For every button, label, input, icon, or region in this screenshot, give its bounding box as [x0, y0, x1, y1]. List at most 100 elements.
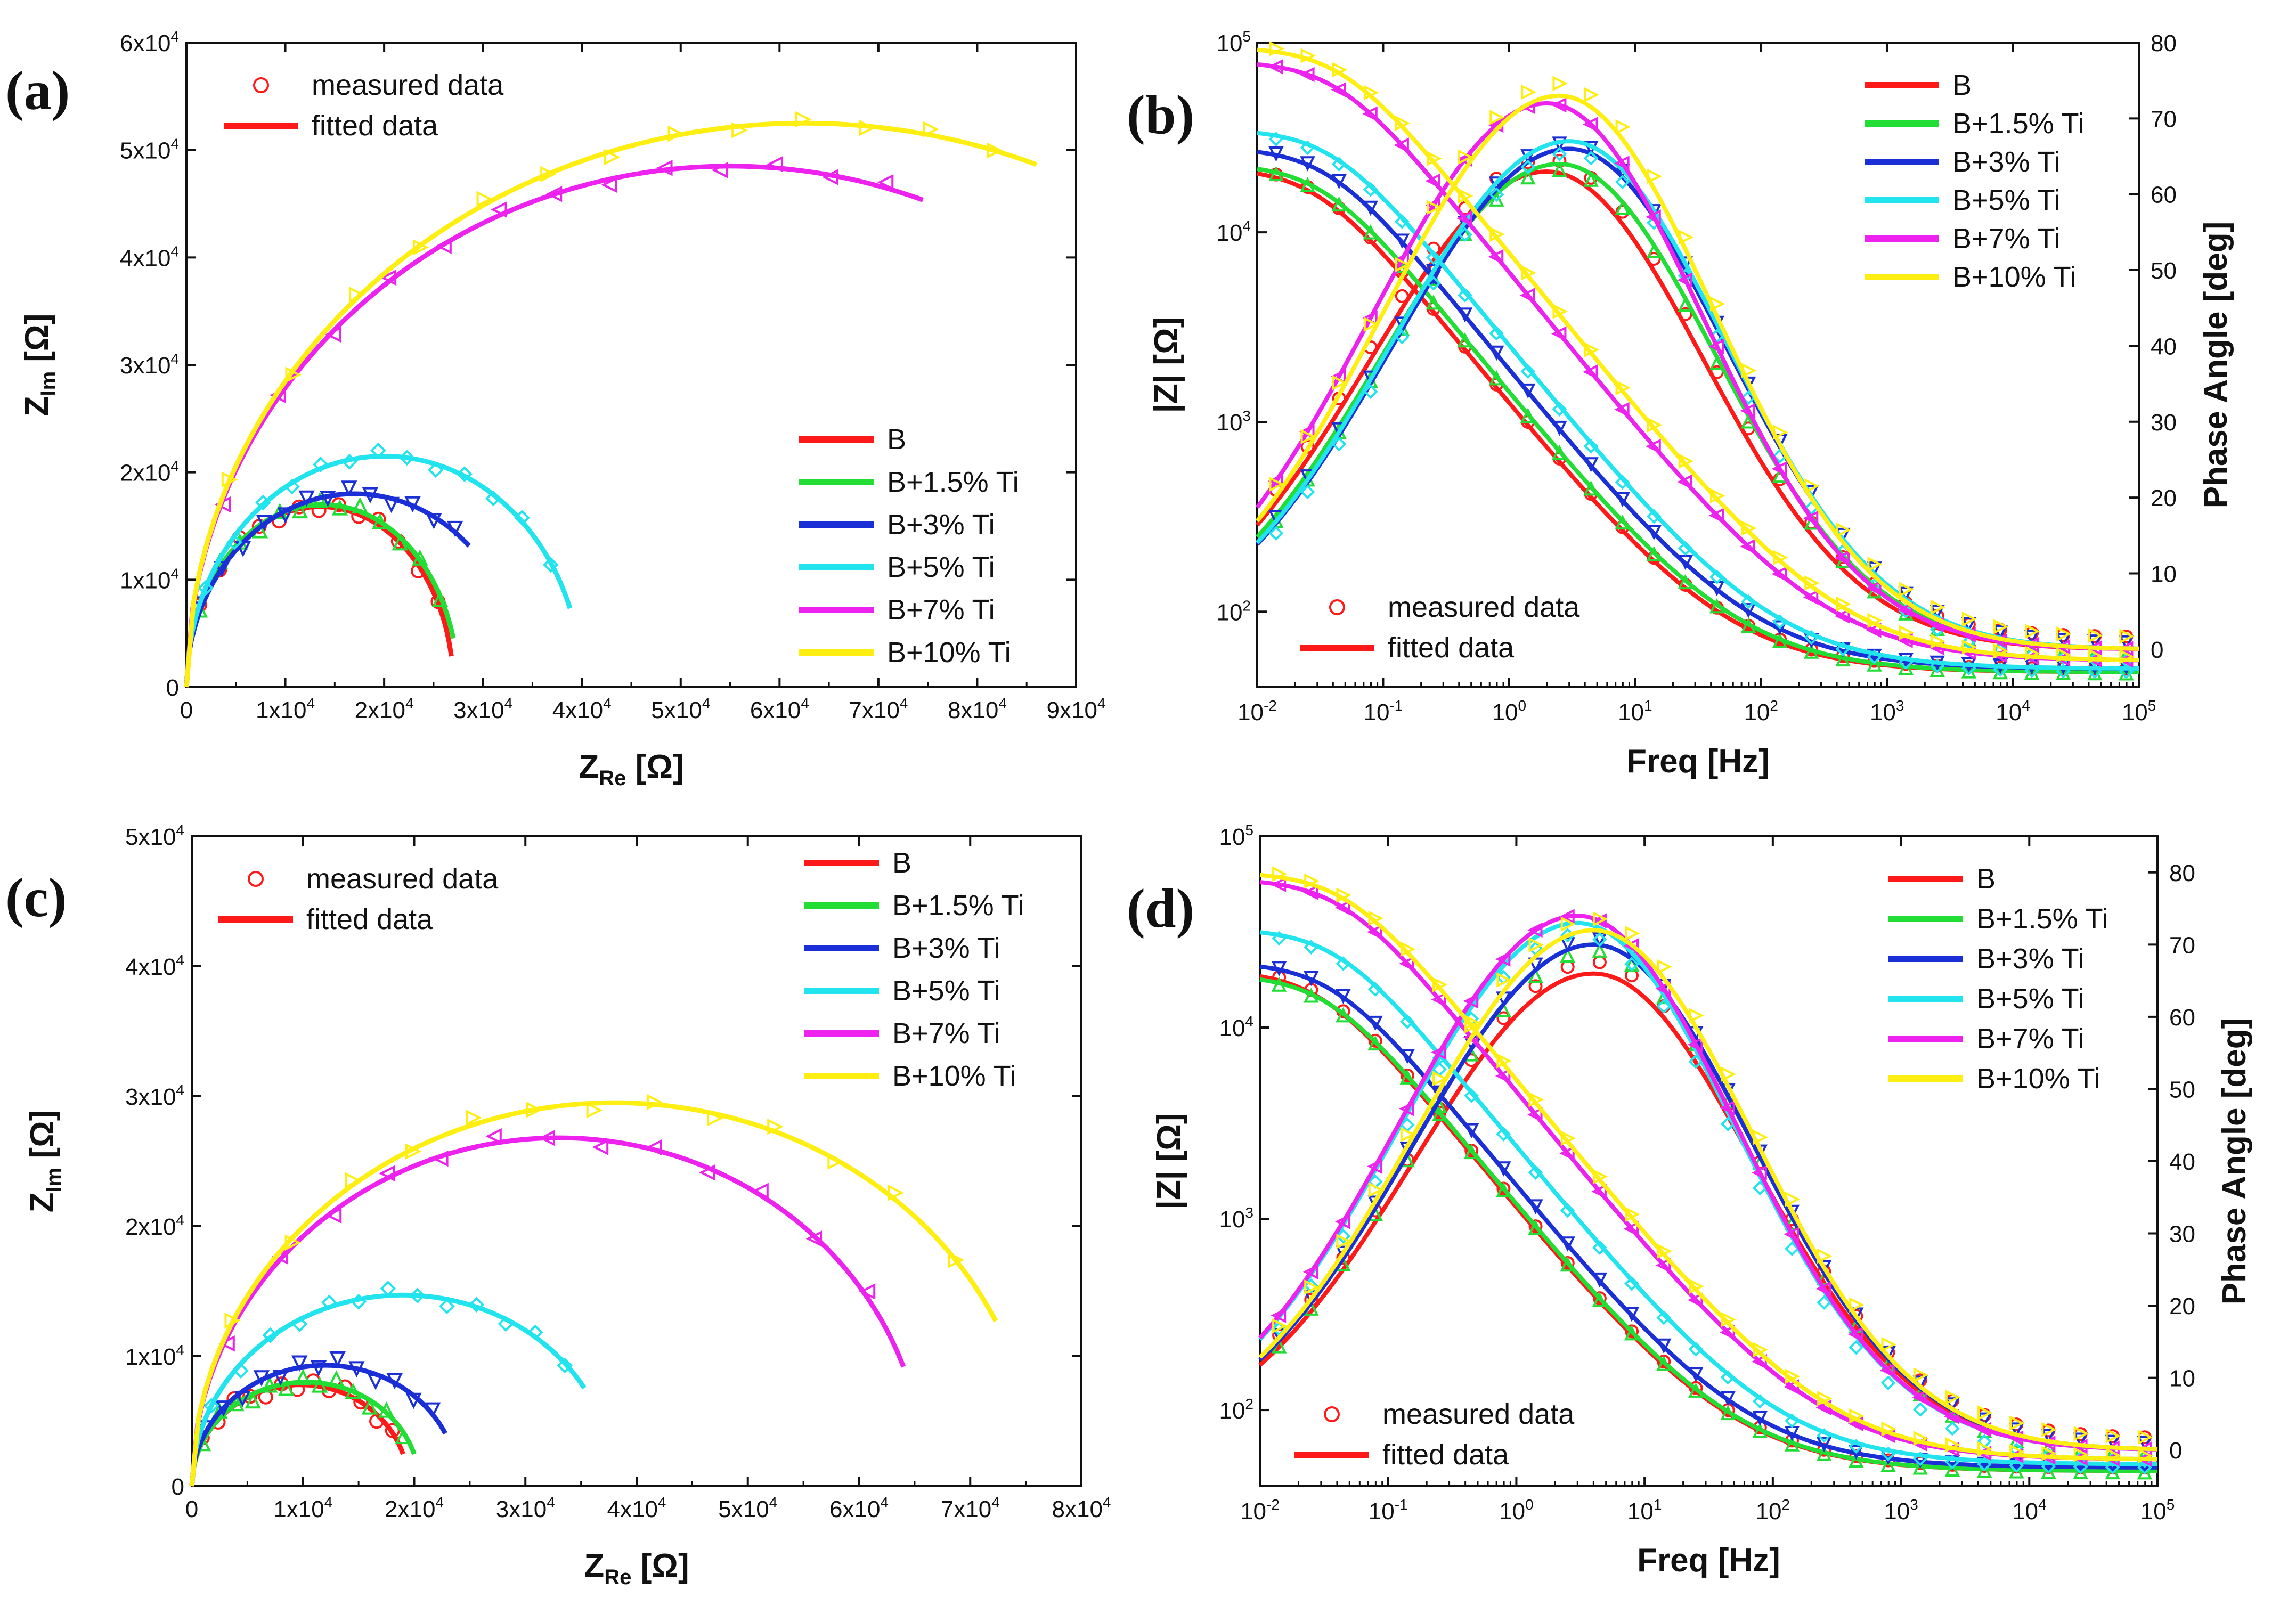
phase-point — [2137, 1436, 2153, 1452]
modulus-point — [2119, 664, 2134, 679]
measured-point — [310, 1360, 327, 1377]
modulus-point — [1804, 643, 1819, 659]
measured-point — [226, 534, 242, 550]
phase-point — [1898, 602, 1913, 618]
modulus-point — [1457, 332, 1473, 348]
phase-point — [1521, 84, 1536, 100]
measured-point — [345, 1382, 361, 1399]
phase-point — [1899, 582, 1915, 597]
measured-point — [291, 502, 308, 519]
modulus-point — [1431, 1106, 1447, 1121]
measured-point — [325, 1207, 342, 1224]
legend-label: B+5% Ti — [1952, 184, 2061, 216]
modulus-point — [2105, 1460, 2120, 1475]
phase-point — [1592, 955, 1607, 969]
phase-point — [1336, 1229, 1351, 1244]
modulus-point — [1363, 182, 1378, 197]
phase-point — [1332, 375, 1348, 390]
phase-point — [1836, 522, 1851, 538]
measured-point — [284, 478, 300, 495]
phase-fit — [1258, 942, 2158, 1452]
measured-point — [392, 534, 409, 551]
measured-point — [295, 1368, 311, 1385]
y-right-tick-label: 40 — [2151, 333, 2177, 360]
phase-point — [1866, 580, 1882, 596]
modulus-point — [1880, 1456, 1896, 1472]
modulus-point — [1866, 622, 1882, 638]
modulus-point — [1615, 492, 1630, 508]
modulus-point — [1560, 1236, 1575, 1252]
phase-point — [1752, 1180, 1768, 1196]
phase-point — [1678, 307, 1692, 321]
modulus-point — [1740, 617, 1756, 633]
modulus-point — [1657, 1355, 1671, 1369]
x-tick-label: 104 — [1996, 697, 2030, 726]
measured-point — [439, 1298, 455, 1315]
measured-point — [767, 1118, 784, 1135]
measured-point — [256, 515, 273, 531]
phase-point — [1615, 174, 1630, 190]
phase-point — [1527, 922, 1543, 938]
phase-point — [1304, 1279, 1320, 1295]
measured-point — [395, 1428, 411, 1445]
measured-point — [498, 1316, 514, 1332]
measured-point — [424, 1402, 441, 1419]
measured-point — [234, 1391, 251, 1407]
measured-point — [466, 1110, 482, 1126]
phase-point — [1930, 599, 1946, 615]
phase-point — [1709, 355, 1725, 370]
modulus-point — [1741, 594, 1756, 609]
phase-point — [2008, 1422, 2024, 1438]
modulus-point — [1930, 633, 1946, 649]
phase-point — [1752, 1165, 1767, 1180]
phase-point — [1431, 1045, 1446, 1060]
phase-fit — [1258, 942, 2158, 1452]
phase-point — [1784, 1226, 1799, 1242]
legend-label: B — [887, 423, 906, 455]
legend-label: B+3% Ti — [892, 932, 1000, 964]
phase-point — [1976, 1412, 1992, 1428]
modulus-point — [1399, 1014, 1415, 1029]
phase-point — [1368, 1182, 1384, 1197]
modulus-point — [1464, 1088, 1479, 1103]
modulus-point — [1269, 41, 1284, 56]
x-axis-title: Freq [Hz] — [1626, 743, 1770, 780]
modulus-point — [1521, 265, 1536, 281]
modulus-point — [1880, 1446, 1896, 1462]
y-right-tick-label: 80 — [2169, 860, 2195, 886]
phase-point — [1657, 959, 1672, 975]
modulus-point — [1367, 982, 1383, 997]
phase-point — [1720, 1100, 1735, 1116]
measured-point — [543, 557, 559, 573]
modulus-point — [1394, 233, 1410, 249]
phase-point — [1647, 168, 1663, 184]
modulus-point — [1784, 1436, 1800, 1452]
measured-point — [527, 1324, 543, 1341]
measured-point — [385, 1423, 400, 1438]
modulus-point — [1267, 59, 1283, 75]
measured-point — [203, 1398, 219, 1414]
modulus-point — [2073, 1464, 2088, 1479]
phase-point — [1625, 925, 1640, 941]
modulus-point — [1426, 250, 1441, 265]
modulus-point — [1272, 866, 1288, 882]
phase-point — [1591, 913, 1607, 929]
fit-curve-B15Ti — [189, 1380, 417, 1487]
modulus-point — [1560, 1203, 1575, 1218]
measured-point — [218, 1335, 235, 1352]
phase-point — [1520, 169, 1536, 185]
modulus-point — [1721, 1312, 1737, 1327]
phase-point — [1688, 1054, 1704, 1069]
measured-point — [888, 1184, 905, 1201]
legend-label: B+3% Ti — [1976, 943, 2085, 975]
measured-point — [352, 497, 368, 513]
x-tick-label: 101 — [1627, 1496, 1662, 1525]
measured-point — [378, 1401, 395, 1418]
modulus-point — [1496, 1053, 1512, 1069]
phase-point — [1740, 403, 1756, 419]
measured-point — [340, 480, 357, 497]
modulus-point — [2009, 1458, 2024, 1473]
modulus-point — [1977, 1441, 1993, 1457]
measured-point — [557, 1357, 573, 1374]
measured-point — [457, 466, 473, 483]
